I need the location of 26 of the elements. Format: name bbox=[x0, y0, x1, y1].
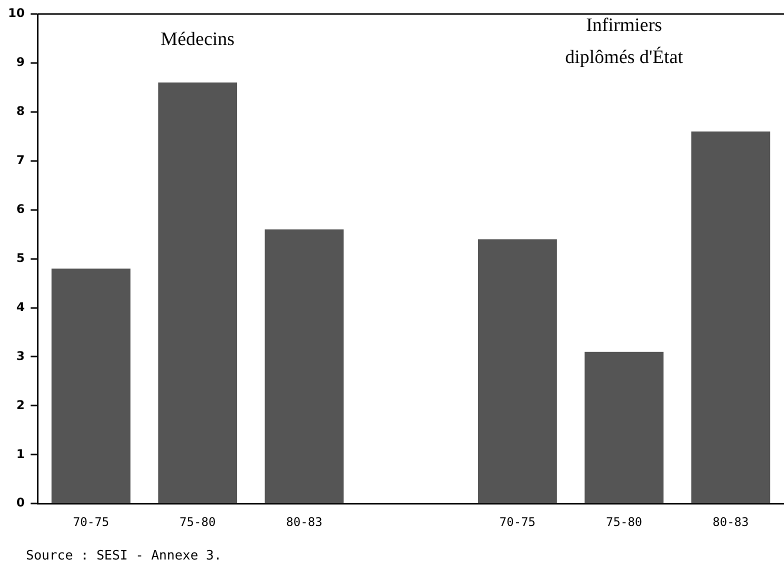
bar bbox=[52, 268, 130, 504]
x-tick-label: 80-83 bbox=[286, 514, 322, 529]
y-tick-label: 7 bbox=[16, 153, 25, 168]
y-tick-label: 6 bbox=[16, 202, 25, 216]
y-tick-label: 8 bbox=[16, 104, 25, 118]
x-tick-label: 70-75 bbox=[72, 514, 110, 529]
y-tick-label: 5 bbox=[16, 250, 25, 265]
y-tick-label: 4 bbox=[16, 300, 25, 314]
annotation: Infirmiers diplômés d'État bbox=[565, 14, 684, 68]
bar bbox=[478, 239, 557, 504]
x-tick-label: 70-75 bbox=[499, 514, 536, 529]
bar bbox=[264, 229, 344, 504]
y-tick-label: 0 bbox=[16, 496, 25, 510]
y-tick-label: 1 bbox=[16, 446, 25, 461]
bar bbox=[584, 352, 664, 504]
x-tick-label: 75-80 bbox=[180, 514, 216, 529]
bar bbox=[158, 82, 238, 504]
y-tick-label: 2 bbox=[16, 398, 25, 412]
bar bbox=[691, 132, 770, 504]
source-note: Source : SESI - Annexe 3. bbox=[26, 548, 222, 564]
y-tick-label: 3 bbox=[16, 348, 25, 363]
annotation: Médecins bbox=[160, 28, 235, 50]
y-tick-label: 10 bbox=[8, 6, 25, 20]
y-tick-label: 9 bbox=[16, 55, 25, 70]
x-tick-label: 80-83 bbox=[712, 514, 749, 529]
x-tick-label: 75-80 bbox=[606, 514, 642, 529]
